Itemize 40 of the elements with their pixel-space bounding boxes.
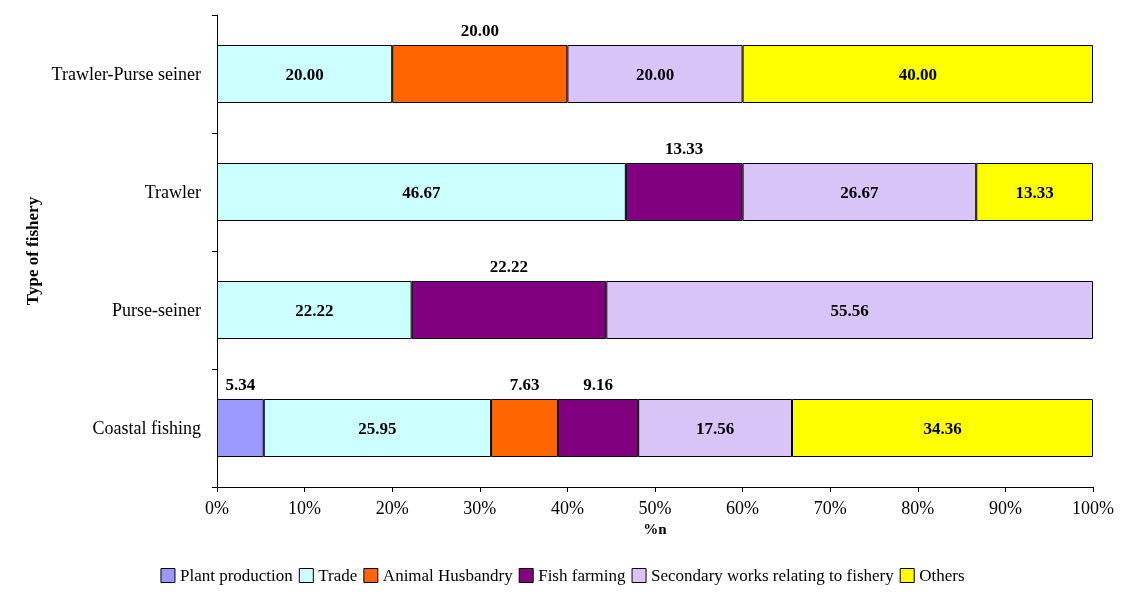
data-label: 13.33 — [1015, 182, 1054, 202]
data-label: 46.67 — [402, 182, 442, 202]
data-label: 17.56 — [695, 418, 735, 438]
data-label: 55.56 — [830, 300, 869, 320]
data-label: 26.67 — [840, 182, 880, 202]
x-tick-label: 70% — [813, 498, 847, 518]
x-tick-label: 20% — [375, 498, 409, 518]
x-tick-label: 80% — [901, 498, 935, 518]
x-axis-title: %n — [643, 521, 668, 538]
x-tick-label: 10% — [288, 498, 322, 518]
y-tick-label: Trawler-Purse seiner — [51, 64, 201, 84]
legend-label: Animal Husbandry — [382, 566, 514, 585]
legend-label: Others — [919, 566, 965, 585]
data-label: 20.00 — [285, 64, 324, 84]
data-label: 9.16 — [583, 375, 613, 394]
data-label: 40.00 — [898, 64, 937, 84]
y-tick-label: Coastal fishing — [92, 418, 201, 438]
legend-label: Plant production — [179, 566, 294, 585]
data-label: 20.00 — [635, 64, 675, 84]
y-tick-label: Purse-seiner — [112, 300, 201, 320]
x-tick-label: 40% — [550, 498, 584, 518]
legend-label: Secondary works relating to fishery — [651, 566, 895, 585]
x-tick-label: 60% — [726, 498, 760, 518]
x-tick-label: 30% — [463, 498, 497, 518]
y-axis-title: Type of fishery — [22, 196, 42, 306]
data-label: 5.34 — [225, 375, 256, 394]
y-tick-label: Trawler — [144, 182, 201, 202]
data-label: 22.22 — [295, 300, 334, 320]
data-label: 25.95 — [358, 418, 397, 438]
data-label: 20.00 — [460, 21, 499, 40]
data-label: 13.33 — [665, 139, 704, 158]
data-label: 22.22 — [489, 257, 529, 276]
x-tick-label: 100% — [1072, 498, 1114, 518]
legend-label: Fish farming — [538, 566, 627, 585]
x-tick-label: 0% — [205, 498, 229, 518]
legend-label: Trade — [318, 566, 358, 585]
x-tick-label: 90% — [988, 498, 1022, 518]
data-label: 7.63 — [509, 375, 540, 394]
data-label: 34.36 — [923, 418, 962, 438]
x-tick-label: 50% — [638, 498, 672, 518]
